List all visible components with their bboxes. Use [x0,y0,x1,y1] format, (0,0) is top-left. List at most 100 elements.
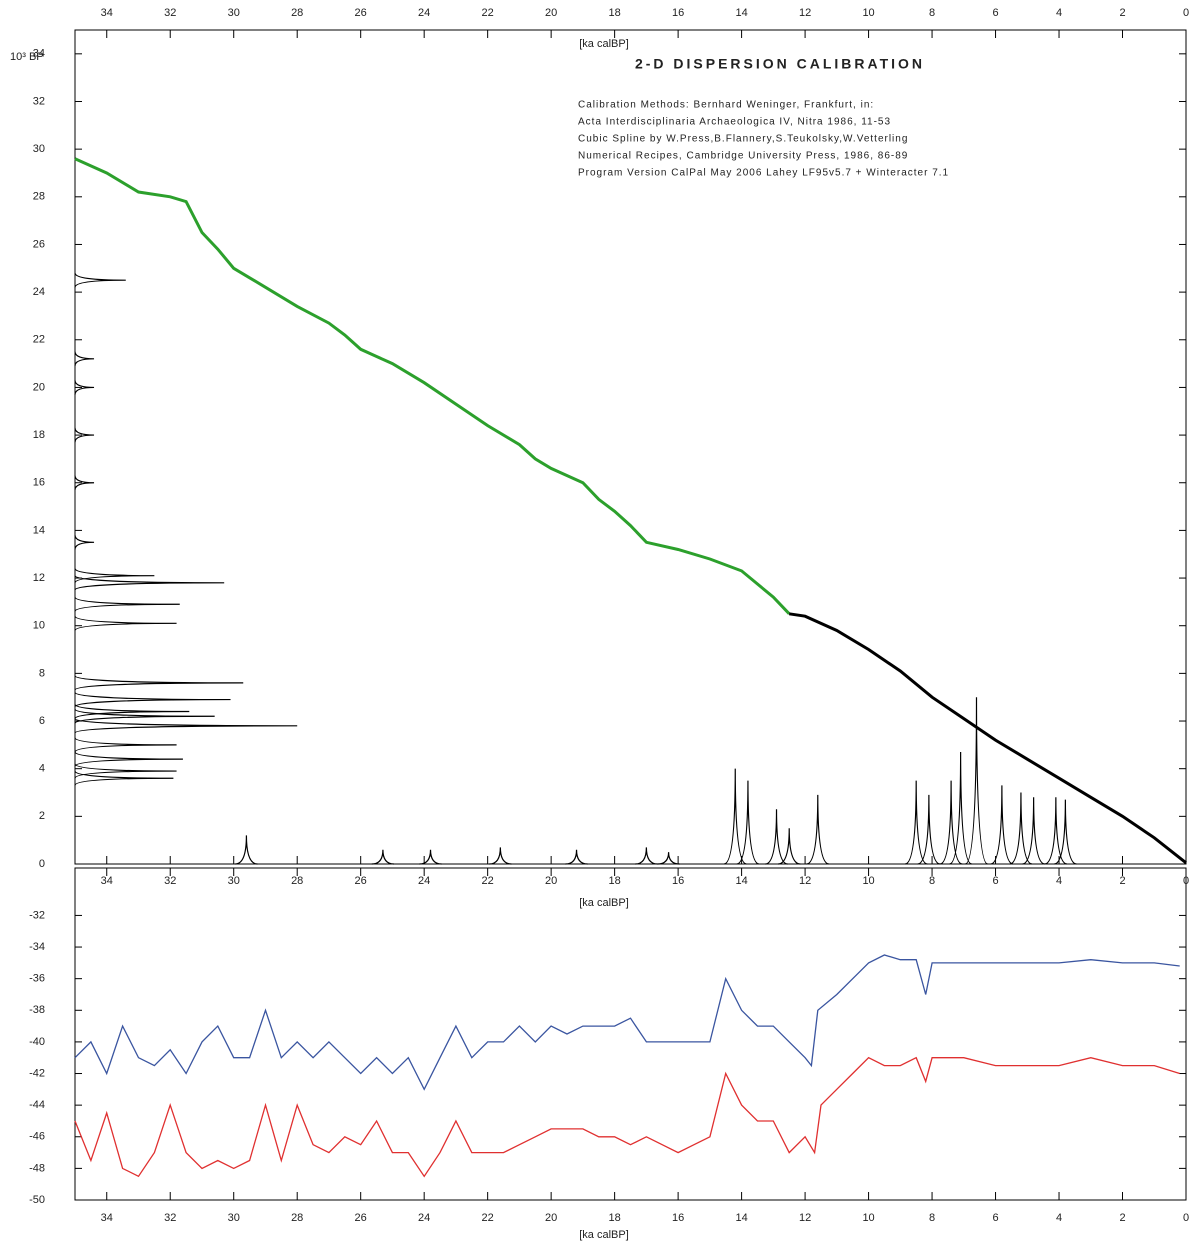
x-density-peak [565,849,588,865]
x-tick-label: 30 [228,875,240,887]
x-tick-label: 24 [418,7,430,19]
x-tick-label: 22 [482,875,494,887]
x-tick-label: 28 [291,7,303,19]
y-density-peak [74,575,225,591]
x-tick-label: 18 [609,7,621,19]
x-tick-label: 14 [735,1212,747,1224]
y-tick-label: -48 [29,1162,45,1174]
x-density-peak [1054,799,1077,865]
x-density-peak [489,847,512,865]
y-tick-label: 16 [33,477,45,489]
x-density-peak [765,809,788,865]
x-tick-label: 34 [101,1212,113,1224]
x-tick-label: 6 [992,875,998,887]
x-density-peak [939,780,963,865]
y-density-peak [74,351,95,367]
y-density-peak [74,272,126,288]
x-tick-label: 22 [482,1212,494,1224]
y-tick-label: 8 [39,667,45,679]
x-axis-label: [ka calBP] [579,1229,629,1241]
x-density-peak [657,852,680,865]
x-density-peak [736,780,760,865]
y-tick-label: -42 [29,1067,45,1079]
y-tick-label: 20 [33,381,45,393]
x-tick-label: 6 [992,1212,998,1224]
y-density-peak [74,596,180,612]
x-tick-label: 16 [672,1212,684,1224]
note: Numerical Recipes, Cambridge University … [578,151,908,162]
x-density-peak [1009,792,1033,865]
x-tick-label: 20 [545,7,557,19]
y-density-peak [74,568,155,584]
y-tick-label: -38 [29,1004,45,1016]
y-tick-label: 18 [33,429,45,441]
y-tick-label: -34 [29,941,45,953]
y-tick-label: -50 [29,1194,45,1206]
bottom-frame [74,867,1187,1201]
x-axis-label: [ka calBP] [579,38,629,50]
y-tick-label: -36 [29,973,45,985]
x-density-peak [371,849,395,865]
data-line [74,1056,1180,1178]
x-axis-label: [ka calBP] [579,897,629,909]
y-tick-label: -44 [29,1099,45,1111]
y-density-peak [74,718,298,734]
x-tick-label: 12 [799,7,811,19]
x-tick-label: 24 [418,1212,430,1224]
x-tick-label: 16 [672,7,684,19]
x-tick-label: 8 [929,875,935,887]
x-tick-label: 28 [291,875,303,887]
y-density-peak [74,737,177,753]
y-tick-label: 12 [33,572,45,584]
x-density-peak [806,794,830,865]
x-tick-label: 8 [929,7,935,19]
y-tick-label: -40 [29,1036,45,1048]
y-density-peak [74,703,190,720]
y-density-peak [74,475,95,490]
note: Cubic Spline by W.Press,B.Flannery,S.Teu… [578,134,908,145]
y-tick-label: 30 [33,143,45,155]
y-density-peak [74,427,95,443]
y-tick-label: 10 [33,620,45,632]
x-tick-label: 32 [164,875,176,887]
x-density-peak [723,768,747,865]
x-tick-label: 2 [1119,7,1125,19]
x-tick-label: 0 [1183,1212,1189,1224]
top-frame [74,29,1187,865]
y-density-peak [74,763,177,779]
y-tick-label: 2 [39,810,45,822]
note: Acta Interdisciplinaria Archaeologica IV… [578,117,891,128]
y-tick-label: 34 [33,48,45,60]
x-density-peak [965,697,988,865]
x-tick-label: 18 [609,875,621,887]
data-line [788,612,1187,864]
x-tick-label: 4 [1056,7,1062,19]
x-tick-label: 24 [418,875,430,887]
x-tick-label: 20 [545,1212,557,1224]
y-density-peak [74,770,174,786]
y-tick-label: 14 [33,524,45,536]
x-tick-label: 34 [101,875,113,887]
x-tick-label: 10 [862,1212,874,1224]
data-line [74,954,1180,1091]
y-tick-label: -32 [29,909,45,921]
note: Calibration Methods: Bernhard Weninger, … [578,100,874,111]
y-tick-label: 32 [33,95,45,107]
y-density-peak [74,675,244,691]
y-tick-label: 24 [33,286,45,298]
x-density-peak [1022,797,1045,865]
y-density-peak [74,535,95,550]
x-tick-label: 26 [355,7,367,19]
note: Program Version CalPal May 2006 Lahey LF… [578,168,949,179]
x-tick-label: 14 [735,7,747,19]
x-tick-label: 28 [291,1212,303,1224]
x-tick-label: 2 [1119,1212,1125,1224]
y-tick-label: 0 [39,858,45,870]
y-density-peak [74,380,95,395]
x-tick-label: 4 [1056,875,1062,887]
y-tick-label: 4 [39,763,45,775]
y-density-peak [74,751,183,767]
x-tick-label: 32 [164,1212,176,1224]
x-tick-label: 32 [164,7,176,19]
